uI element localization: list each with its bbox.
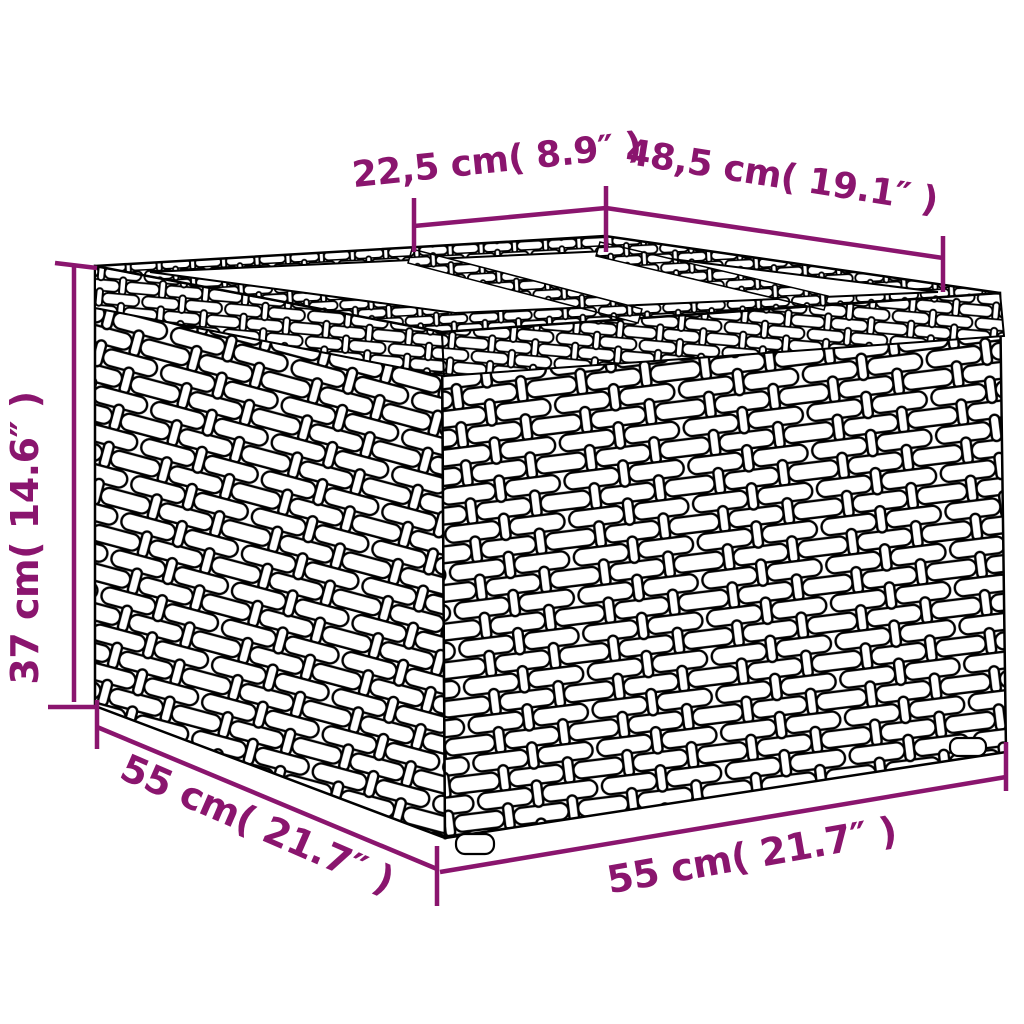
table-right-face — [440, 291, 1008, 840]
glass-divider-2 — [595, 241, 829, 311]
top-large-dimension-label: 48,5 cm( 19.1″ ) — [623, 132, 941, 222]
depth-dimension-line — [96, 724, 438, 872]
width-dimension — [439, 742, 1009, 875]
height-dimension — [48, 260, 98, 710]
table-illustration — [93, 234, 1008, 856]
front-foot — [454, 832, 496, 856]
glass-divider-1 — [407, 248, 643, 324]
top-large-dimension-line — [605, 205, 944, 261]
width-dimension-label: 55 cm( 21.7″ ) — [604, 808, 900, 902]
top-small-dimension-line — [413, 205, 607, 229]
height-dimension-label: 37 cm( 14.6″ ) — [3, 391, 47, 684]
top-small-dimension-label: 22,5 cm( 8.9″ ) — [350, 125, 643, 196]
right-foot — [948, 736, 988, 758]
dimension-lines — [48, 186, 1009, 906]
depth-dimension — [94, 700, 440, 906]
top-large-dimension — [605, 205, 946, 292]
glass-top — [149, 249, 939, 315]
top-small-dimension — [411, 186, 609, 252]
width-dimension-line — [439, 774, 1007, 875]
height-top-tick — [54, 260, 98, 271]
